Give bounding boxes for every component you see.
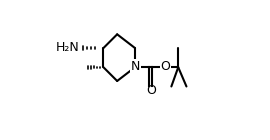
- Text: O: O: [146, 84, 156, 97]
- Text: N: N: [131, 60, 140, 73]
- Text: H₂N: H₂N: [56, 41, 79, 54]
- Text: O: O: [160, 60, 170, 73]
